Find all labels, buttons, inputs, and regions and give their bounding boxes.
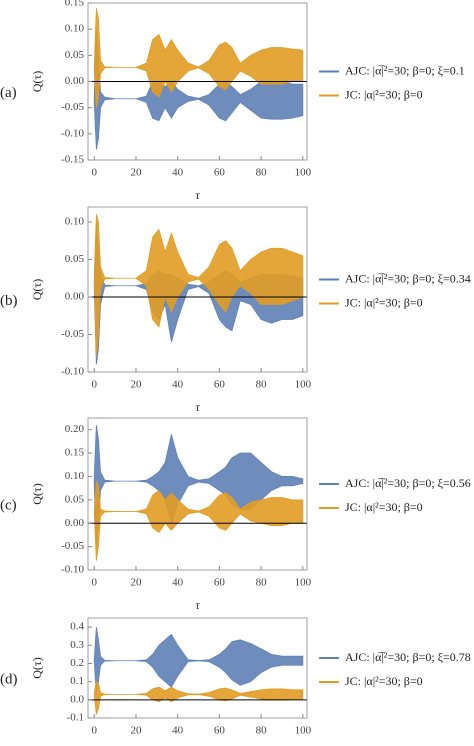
y-tick-label: -0.10 [61,564,84,576]
panel-label: (b) [0,293,18,309]
x-tick-label: 100 [295,577,312,589]
y-tick-label: 0.10 [65,216,85,228]
y-axis-label: Q(τ) [30,657,44,678]
y-axis-label: Q(τ) [30,71,44,92]
legend-label: AJC: |α̅|²=30; β=0; ξ=0.56 [345,476,471,490]
x-tick-label: 0 [92,379,98,391]
x-tick-label: 80 [256,379,268,391]
x-tick-label: 0 [92,167,98,179]
y-tick-label: 0.0 [70,693,84,705]
series-band [93,680,304,715]
y-tick-label: 0.20 [65,423,85,435]
legend-label: AJC: |α̅|²=30; β=0; ξ=0.34 [345,271,471,285]
legend-label: AJC: |α̅|²=30; β=0; ξ=0.78 [345,650,471,664]
y-tick-label: 0.10 [65,23,85,35]
x-tick-label: 80 [256,167,268,179]
y-tick-label: 0.2 [70,657,84,669]
y-tick-label: 0.4 [70,621,84,633]
x-axis-label: τ [195,188,200,202]
y-tick-label: -0.05 [61,328,84,340]
x-tick-label: 40 [172,725,184,737]
plot-frame [87,617,308,719]
series-band [93,480,304,561]
x-axis-label: τ [195,400,200,414]
y-tick-label: -0.10 [61,127,84,139]
y-tick-label: 0.10 [65,470,85,482]
x-tick-label: 80 [256,577,268,589]
y-tick-label: -0.10 [61,366,84,378]
y-axis-label: Q(τ) [30,279,44,300]
x-tick-label: 0 [92,725,98,737]
legend-label: JC: |α|²=30; β=0 [345,674,423,688]
y-tick-label: 0.00 [65,291,85,303]
x-axis-label: τ [195,598,200,612]
x-tick-label: 60 [214,725,226,737]
x-tick-label: 100 [295,167,312,179]
y-tick-label: -0.05 [61,101,84,113]
x-tick-label: 60 [214,379,226,391]
x-tick-label: 40 [172,379,184,391]
plot-frame [87,417,308,571]
y-tick-label: 0.1 [70,675,84,687]
y-tick-label: 0.00 [65,75,85,87]
y-axis-label: Q(τ) [30,483,44,504]
y-tick-label: 0.15 [65,447,85,459]
legend-label: AJC: |α̅|²=30; β=0; ξ=0.1 [345,63,465,77]
legend-label: JC: |α|²=30; β=0 [345,295,423,309]
x-tick-label: 100 [295,725,312,737]
legend-label: JC: |α|²=30; β=0 [345,500,423,514]
series-band [93,424,304,547]
x-tick-label: 100 [295,379,312,391]
x-tick-label: 20 [130,379,142,391]
y-tick-label: -0.15 [61,154,84,166]
x-tick-label: 60 [214,167,226,179]
x-tick-label: 20 [130,577,142,589]
x-tick-label: 20 [130,167,142,179]
y-tick-label: -0.05 [61,540,84,552]
legend-label: JC: |α|²=30; β=0 [345,87,423,101]
panel-label: (a) [0,85,17,101]
x-tick-label: 40 [172,167,184,179]
x-tick-label: 20 [130,725,142,737]
panel-label: (c) [0,497,17,513]
x-tick-label: 40 [172,577,184,589]
x-tick-label: 0 [92,577,98,589]
x-tick-label: 60 [214,577,226,589]
y-tick-label: 0.05 [65,49,85,61]
plot-frame [87,206,308,373]
y-tick-label: 0.05 [65,253,85,265]
y-tick-label: 0.15 [65,0,85,9]
y-tick-label: 0.05 [65,493,85,505]
series-band [93,627,304,695]
panel-label: (d) [0,671,18,687]
y-tick-label: -0.1 [67,712,84,724]
x-tick-label: 80 [256,725,268,737]
y-tick-label: 0.3 [70,639,84,651]
y-tick-label: 0.00 [65,517,85,529]
